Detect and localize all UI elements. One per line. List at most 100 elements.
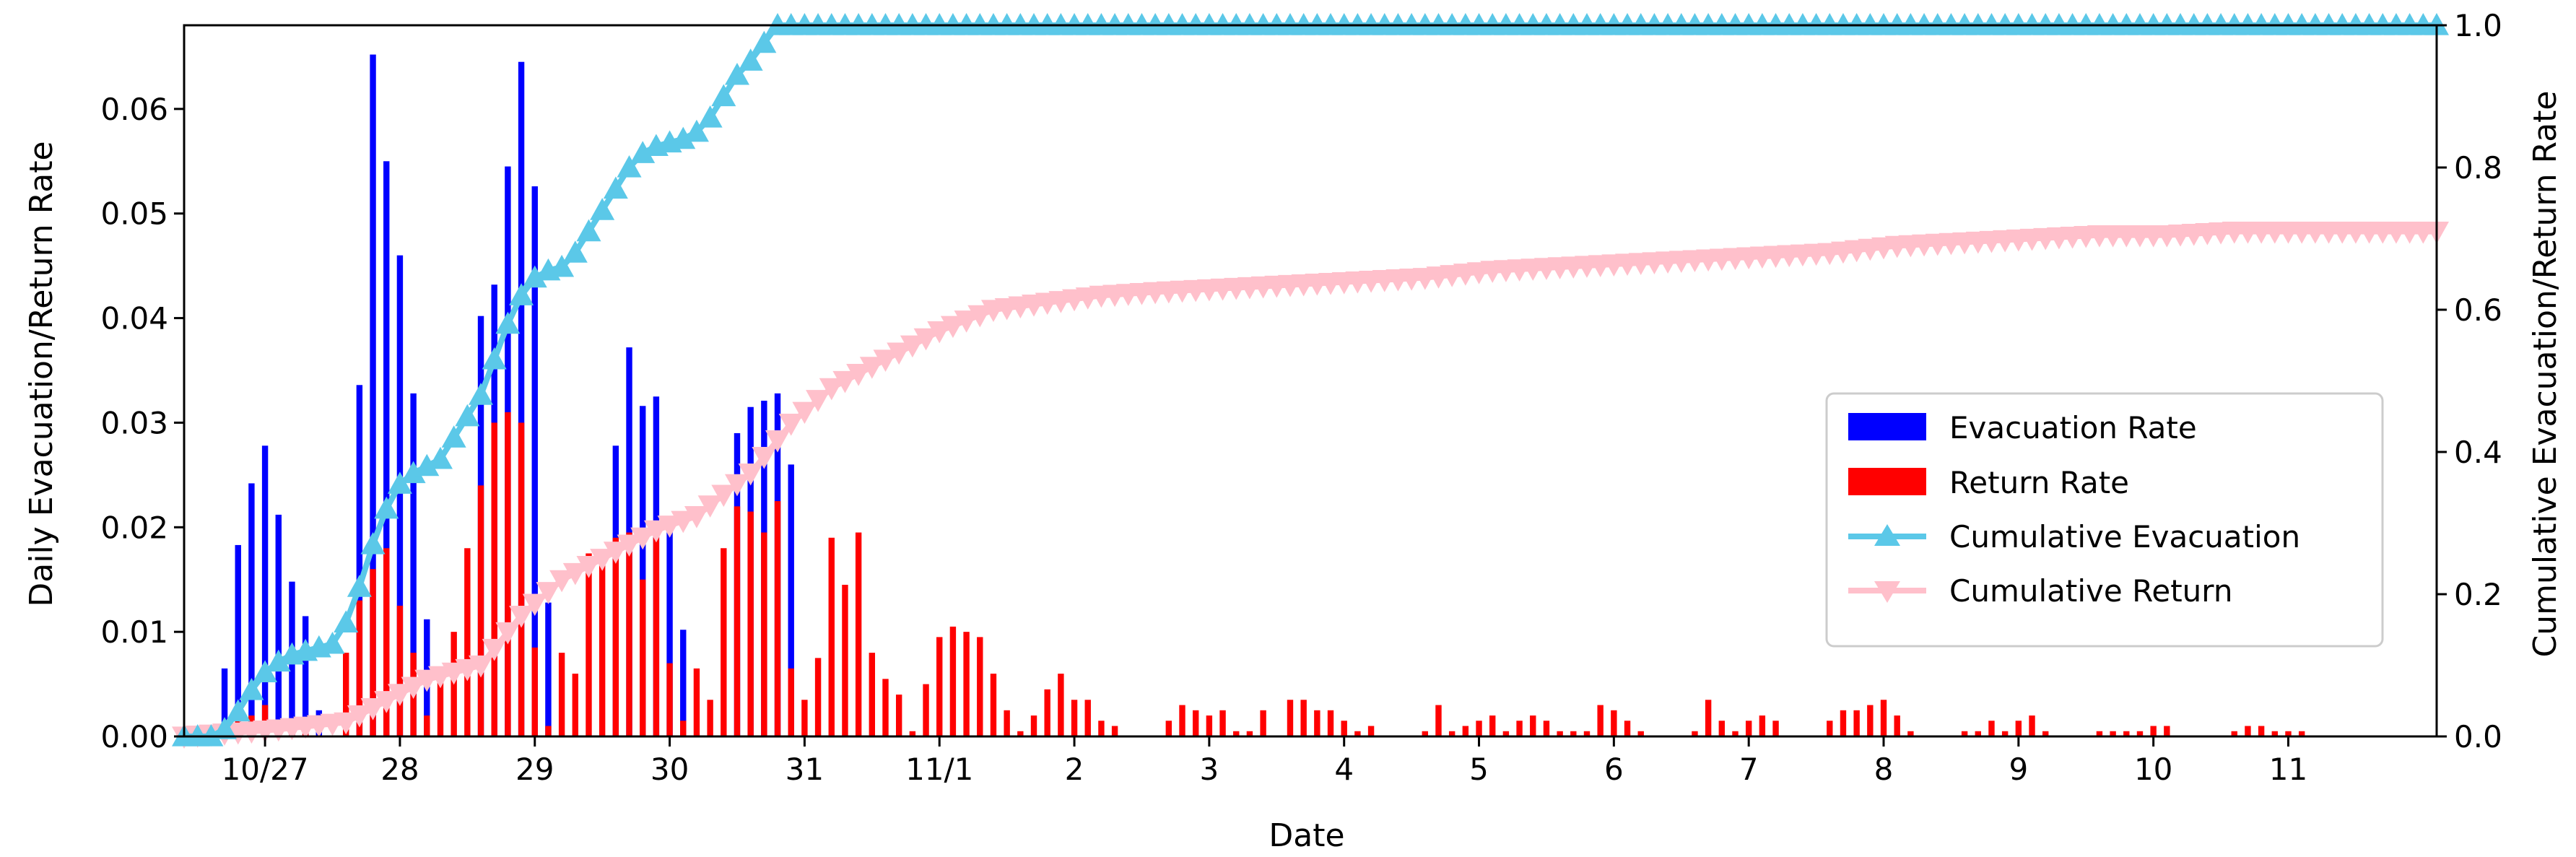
cumulative-evacuation-marker	[239, 677, 264, 700]
return-rate-bar	[1327, 710, 1334, 736]
return-rate-bar	[477, 485, 484, 736]
return-rate-bar	[693, 668, 700, 736]
cumulative-evacuation-marker	[414, 453, 440, 477]
return-rate-bar	[869, 653, 876, 736]
cumulative-evacuation-marker	[347, 575, 372, 597]
return-rate-bar	[1098, 721, 1105, 736]
cumulative-evacuation-marker	[225, 699, 251, 722]
return-rate-bar	[2015, 721, 2022, 736]
y-tick-label: 0.06	[100, 92, 168, 127]
return-rate-bar	[747, 511, 754, 736]
return-rate-bar	[356, 600, 363, 736]
return-rate-bar	[1827, 721, 1833, 736]
cumulative-evacuation-marker	[360, 532, 386, 554]
cumulative-evacuation-marker	[427, 446, 453, 469]
cumulative-evacuation-marker	[266, 649, 291, 672]
return-rate-bar	[1907, 731, 1914, 736]
cumulative-return-marker	[832, 370, 858, 393]
legend-label-cumulative-return: Cumulative Return	[1949, 573, 2232, 609]
return-rate-bar	[1233, 731, 1240, 736]
y-tick-label: 0.04	[100, 301, 168, 336]
cumulative-return-marker	[495, 622, 521, 645]
legend-swatch-cumulative-evacuation	[1848, 524, 1926, 546]
return-rate-bar	[1543, 721, 1550, 736]
return-rate-bar	[424, 715, 430, 736]
return-rate-bar	[653, 532, 660, 736]
return-rate-bar	[1058, 674, 1064, 736]
cumulative-evacuation-marker	[603, 176, 628, 199]
evacuation-rate-bar	[518, 61, 525, 736]
cumulative-return-marker	[792, 401, 817, 425]
cumulative-return-marker	[536, 582, 561, 604]
x-tick-label: 9	[2009, 752, 2028, 787]
return-rate-bar	[2258, 726, 2265, 736]
evacuation-rate-bar	[302, 616, 309, 736]
return-rate-bar	[1165, 721, 1172, 736]
return-rate-bar	[505, 412, 511, 736]
return-rate-bar	[2298, 731, 2305, 736]
return-rate-bar	[1692, 731, 1698, 736]
return-rate-bar	[666, 663, 673, 736]
cumulative-evacuation-marker	[387, 471, 412, 494]
return-rate-bar	[342, 653, 349, 736]
return-rate-bar	[1583, 731, 1591, 736]
cumulative-evacuation-marker	[482, 347, 507, 370]
legend-swatch-return-rate	[1848, 468, 1926, 495]
return-rate-bar	[1179, 705, 1185, 736]
cumulative-evacuation-marker	[724, 62, 749, 85]
cumulative-return-marker	[927, 321, 952, 344]
y-tick-label: 0.02	[100, 510, 168, 545]
x-tick-label: 29	[515, 752, 554, 787]
return-rate-bar	[707, 700, 713, 736]
cumulative-evacuation-marker	[697, 105, 723, 128]
return-rate-bar	[1044, 689, 1050, 736]
return-rate-bar	[1017, 731, 1024, 736]
return-rate-bar	[814, 658, 822, 736]
return-rate-bar	[599, 553, 606, 736]
x-tick-label: 28	[380, 752, 419, 787]
cumulative-return-marker	[738, 463, 763, 486]
evacuation-rate-bar	[640, 406, 646, 736]
return-rate-bar	[1030, 715, 1037, 736]
return-rate-bar	[1084, 700, 1091, 736]
cumulative-evacuation-marker	[212, 717, 238, 739]
x-tick-label: 10/27	[222, 752, 309, 787]
cumulative-return-marker	[401, 677, 426, 700]
evacuation-rate-bar	[275, 514, 282, 736]
return-rate-bar	[2110, 731, 2116, 736]
return-rate-bar	[949, 626, 957, 736]
cumulative-evacuation-marker	[334, 610, 359, 632]
return-rate-bar	[788, 668, 794, 736]
return-rate-bar	[1004, 710, 1010, 736]
cumulative-evacuation-marker	[752, 30, 777, 53]
evacuation-rate-bar	[410, 393, 417, 736]
legend: Evacuation Rate Return Rate Cumulative E…	[1825, 392, 2384, 648]
return-rate-bar	[491, 422, 497, 736]
return-rate-bar	[2123, 731, 2130, 736]
x-tick-label: 11	[2269, 752, 2307, 787]
x-tick-label: 2	[1065, 752, 1084, 787]
evacuation-rate-bar	[666, 527, 673, 736]
cumulative-return-marker	[414, 669, 440, 692]
cumulative-return-marker	[374, 691, 399, 713]
cumulative-return-marker	[643, 520, 669, 543]
return-rate-bar	[640, 579, 646, 736]
return-rate-bar	[1516, 721, 1523, 736]
cumulative-evacuation-marker	[576, 219, 601, 242]
return-rate-bar	[1637, 731, 1644, 736]
return-rate-bar	[963, 632, 970, 736]
x-tick-label: 7	[1739, 752, 1759, 787]
cumulative-evacuation-marker	[401, 461, 426, 484]
cumulative-return-marker	[711, 484, 736, 508]
return-rate-bar	[1611, 710, 1617, 736]
return-rate-bar	[990, 674, 997, 736]
return-rate-bar	[2231, 731, 2237, 736]
return-rate-bar	[1071, 700, 1078, 736]
evacuation-rate-bar	[383, 161, 390, 736]
return-rate-bar	[977, 637, 983, 736]
cumulative-return-marker	[819, 378, 844, 401]
cumulative-return-marker	[752, 446, 777, 469]
return-rate-bar	[1502, 731, 1510, 736]
return-rate-bar	[1624, 721, 1631, 736]
